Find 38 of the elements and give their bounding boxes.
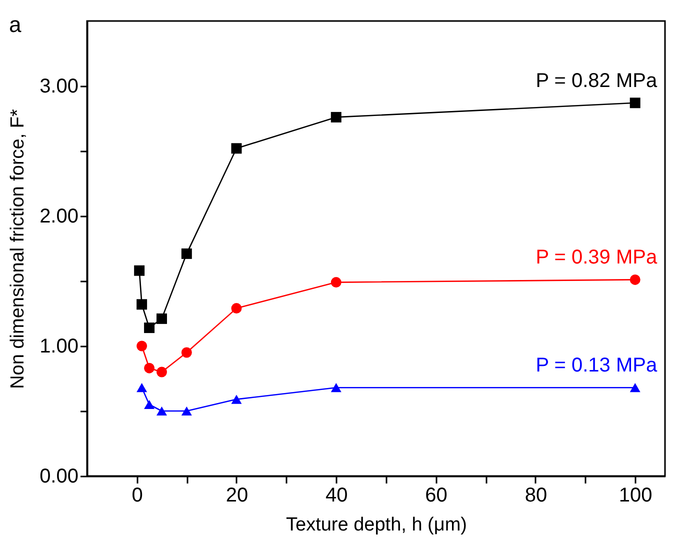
point — [330, 112, 342, 122]
point — [330, 383, 342, 392]
point — [181, 406, 192, 416]
point — [181, 248, 192, 259]
point — [136, 340, 148, 352]
x-tick-label: 80 — [524, 484, 548, 506]
point — [136, 383, 148, 392]
x-tick-label: 0 — [132, 484, 143, 506]
x-tick-label: 100 — [618, 484, 652, 506]
point — [181, 347, 192, 358]
point — [144, 322, 155, 334]
point — [156, 366, 167, 378]
point — [134, 265, 145, 276]
y-tick-label: 1.00 — [40, 336, 78, 358]
point — [156, 406, 167, 416]
point — [144, 362, 155, 374]
point — [136, 299, 148, 310]
y-tick-label: 3.00 — [40, 76, 78, 98]
x-tick-label: 20 — [226, 484, 248, 506]
text: a — [9, 12, 22, 37]
series-label: P = 0.82 MPa — [536, 70, 658, 92]
point — [630, 383, 640, 392]
point — [231, 143, 242, 154]
point — [630, 98, 640, 108]
point — [630, 274, 640, 285]
y-axis-title: Non dimensional friction force, F* — [8, 108, 29, 389]
series-label: P = 0.39 MPa — [536, 246, 658, 269]
point — [144, 400, 155, 410]
x-tick-label: 60 — [425, 484, 448, 506]
point — [231, 303, 242, 314]
y-tick-label: 0.00 — [40, 466, 78, 488]
point — [156, 313, 167, 324]
series-label: P = 0.13 MPa — [536, 354, 658, 377]
y-tick-label: 2.00 — [40, 206, 78, 228]
point — [231, 394, 242, 404]
x-axis-title: Texture depth, h (μm) — [286, 514, 467, 536]
x-tick-label: 40 — [326, 484, 348, 506]
point — [330, 277, 342, 288]
